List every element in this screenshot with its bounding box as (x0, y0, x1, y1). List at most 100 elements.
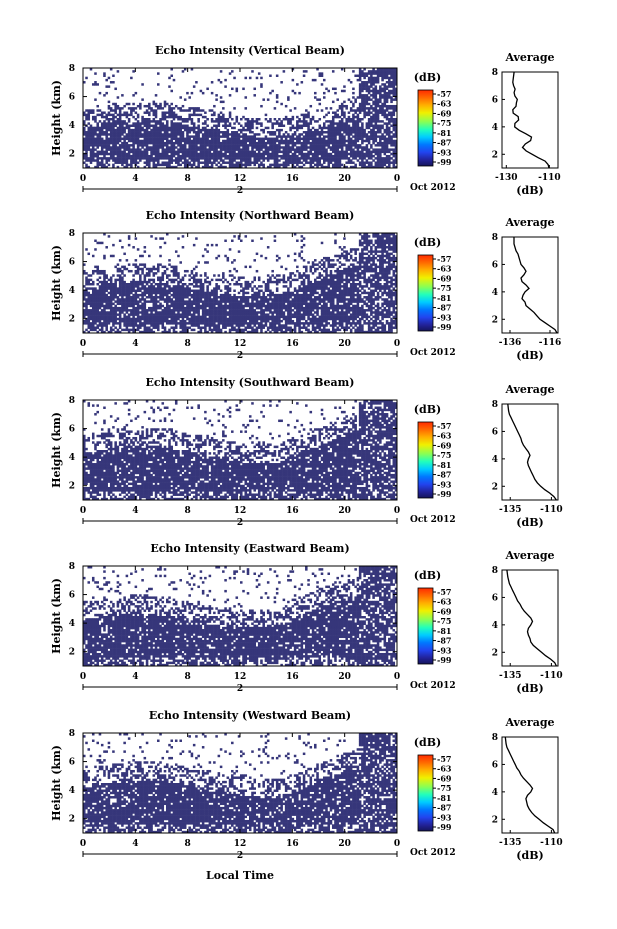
echo-cell (143, 311, 147, 314)
echo-cell (91, 319, 95, 323)
echo-cell (112, 81, 115, 84)
echo-cell (251, 296, 254, 299)
echo-cell (150, 157, 153, 160)
echo-cell (100, 326, 104, 329)
echo-cell (201, 128, 205, 132)
echo-cell (336, 150, 339, 154)
echo-cell (157, 276, 160, 279)
echo-cell (159, 139, 162, 143)
echo-cell (284, 104, 288, 108)
echo-cell (152, 131, 156, 134)
echo-cell (269, 91, 272, 95)
echo-cell (159, 291, 162, 295)
echo-cell (159, 313, 162, 316)
echo-cell (231, 152, 234, 156)
echo-cell (255, 291, 259, 295)
echo-cell (338, 107, 342, 110)
echo-cell (183, 163, 187, 167)
echo-cell (134, 265, 138, 269)
echo-cell (112, 113, 115, 117)
echo-cell (246, 154, 250, 158)
echo-cell (251, 70, 254, 73)
echo-cell (296, 115, 299, 119)
echo-cell (314, 131, 317, 134)
echo-cell (125, 328, 129, 332)
echo-cell (278, 122, 281, 125)
echo-cell (159, 283, 162, 286)
echo-cell (114, 152, 117, 156)
echo-cell (109, 285, 113, 288)
echo-cell (320, 131, 324, 134)
echo-cell (87, 300, 91, 303)
echo-cell (374, 115, 378, 119)
echo-cell (376, 70, 380, 73)
echo-cell (154, 150, 158, 154)
echo-cell (251, 287, 254, 290)
echo-cell (231, 328, 234, 332)
echo-cell (318, 135, 322, 138)
echo-cell (195, 165, 198, 169)
echo-cell (134, 293, 138, 297)
echo-cell (96, 278, 99, 282)
echo-cell (260, 85, 263, 88)
echo-cell (331, 128, 335, 132)
echo-cell (228, 124, 232, 127)
echo-cell (100, 152, 104, 156)
echo-cell (107, 122, 111, 125)
echo-cell (224, 309, 227, 312)
echo-cell (228, 94, 232, 97)
echo-cell (172, 146, 176, 149)
echo-cell (372, 100, 375, 104)
echo-cell (150, 120, 153, 123)
echo-cell (309, 137, 313, 141)
echo-cell (349, 107, 353, 110)
echo-cell (352, 102, 355, 106)
echo-cell (390, 89, 393, 93)
echo-cell (179, 163, 182, 167)
echo-cell (112, 306, 115, 310)
echo-cell (215, 311, 218, 314)
echo-cell (385, 76, 389, 80)
echo-cell (296, 150, 299, 154)
y-tick-label: 4 (69, 121, 75, 131)
echo-cell (215, 326, 218, 329)
echo-cell (228, 165, 232, 169)
echo-cell (338, 104, 342, 108)
echo-cell (322, 141, 326, 145)
echo-cell (165, 274, 169, 277)
echo-cell (192, 311, 196, 314)
echo-cell (262, 159, 265, 162)
echo-cell (181, 148, 185, 151)
echo-cell (365, 144, 369, 147)
echo-cell (103, 74, 106, 77)
echo-cell (233, 298, 236, 301)
echo-cell (154, 157, 158, 160)
echo-cell (165, 289, 169, 292)
echo-cell (83, 111, 86, 114)
echo-cell (219, 330, 223, 334)
echo-cell (177, 289, 180, 292)
echo-cell (168, 278, 171, 282)
echo-cell (244, 285, 248, 288)
echo-cell (197, 322, 200, 325)
echo-cell (284, 148, 288, 151)
echo-cell (145, 120, 149, 123)
echo-cell (96, 104, 99, 108)
y-tick-label: 8 (69, 64, 75, 74)
echo-cell (262, 98, 265, 101)
echo-cell (123, 104, 126, 108)
echo-cell (130, 139, 133, 143)
echo-cell (231, 261, 234, 264)
echo-cell (253, 296, 256, 299)
echo-cell (190, 122, 194, 125)
echo-cell (379, 128, 382, 132)
echo-cell (116, 322, 120, 325)
echo-cell (116, 269, 120, 273)
echo-cell (244, 157, 248, 160)
echo-cell (190, 293, 194, 297)
echo-cell (170, 137, 174, 141)
echo-cell (260, 137, 263, 141)
echo-cell (204, 165, 207, 169)
echo-cell (130, 124, 133, 127)
echo-cell (388, 120, 391, 123)
